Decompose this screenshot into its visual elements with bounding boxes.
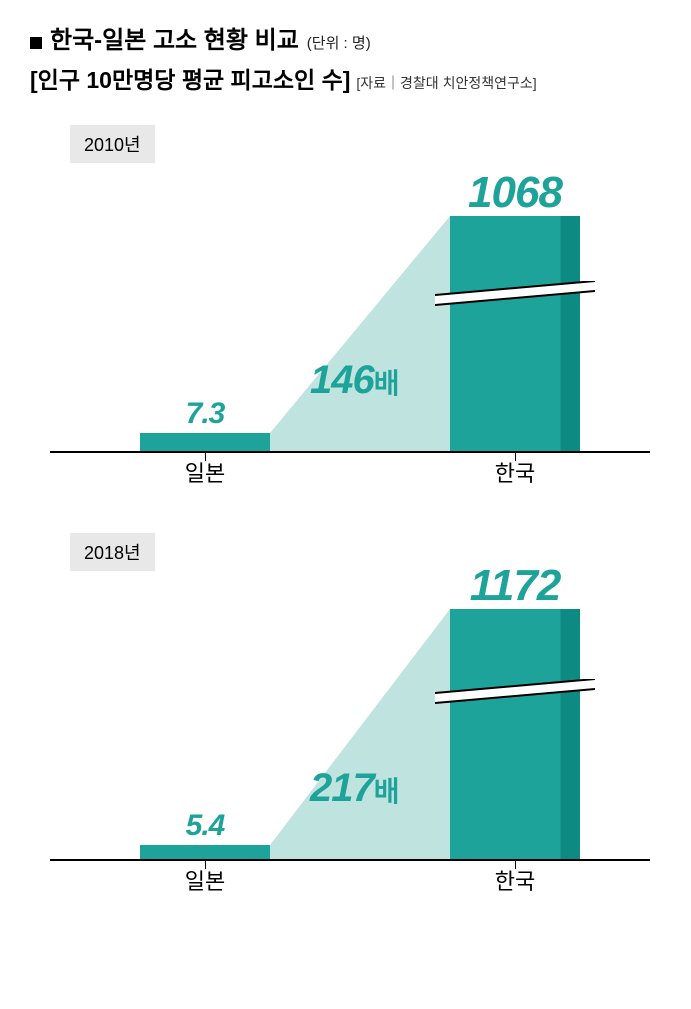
chart-area: 7.3 1068 146배 일본 한국 <box>50 183 650 483</box>
multiplier-label: 146배 <box>310 358 399 403</box>
title-line-2: [인구 10만명당 평균 피고소인 수] [자료｜경찰대 치안정책연구소] <box>30 61 661 95</box>
chart-2018년: 2018년 5.4 1172 217배 일본 <box>30 533 661 891</box>
category-korea: 한국 <box>450 456 580 488</box>
year-label: 2010년 <box>70 125 155 163</box>
bar-japan-value: 5.4 <box>140 809 270 848</box>
baseline <box>50 859 650 861</box>
title-line-1: 한국-일본 고소 현황 비교 (단위 : 명) <box>30 20 661 55</box>
bar-japan: 7.3 <box>140 433 270 451</box>
bar-korea-value: 1068 <box>450 168 580 218</box>
bullet-icon <box>30 37 42 49</box>
main-title: 한국-일본 고소 현황 비교 <box>50 20 299 55</box>
year-label: 2018년 <box>70 533 155 571</box>
chart-area: 5.4 1172 217배 일본 한국 <box>50 591 650 891</box>
category-japan: 일본 <box>140 864 270 896</box>
bar-japan-value: 7.3 <box>140 397 270 436</box>
axis-break-icon <box>435 679 595 719</box>
multiplier-label: 217배 <box>310 766 399 811</box>
header: 한국-일본 고소 현황 비교 (단위 : 명) [인구 10만명당 평균 피고소… <box>30 20 661 95</box>
category-korea: 한국 <box>450 864 580 896</box>
charts-container: 2010년 7.3 1068 146배 일본 <box>30 125 661 891</box>
category-japan: 일본 <box>140 456 270 488</box>
bar-korea: 1172 <box>450 609 580 859</box>
chart-2010년: 2010년 7.3 1068 146배 일본 <box>30 125 661 483</box>
source-label: [자료｜경찰대 치안정책연구소] <box>356 73 536 93</box>
bar-korea: 1068 <box>450 216 580 451</box>
baseline <box>50 451 650 453</box>
bar-korea-value: 1172 <box>450 561 580 611</box>
subtitle: [인구 10만명당 평균 피고소인 수] <box>30 61 350 95</box>
bar-japan: 5.4 <box>140 845 270 859</box>
axis-break-icon <box>435 281 595 321</box>
unit-label: (단위 : 명) <box>307 32 371 53</box>
